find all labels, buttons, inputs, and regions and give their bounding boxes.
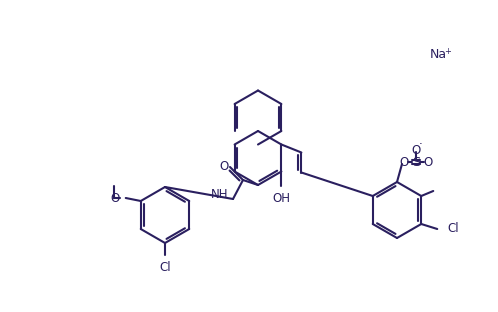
- Text: O: O: [399, 155, 409, 168]
- Text: O: O: [411, 144, 421, 157]
- Text: O: O: [111, 192, 120, 204]
- Text: Na: Na: [430, 48, 447, 61]
- Text: NH: NH: [211, 188, 228, 201]
- Text: O: O: [423, 155, 433, 168]
- Text: ·: ·: [419, 139, 423, 152]
- Text: S: S: [412, 155, 420, 168]
- Text: OH: OH: [272, 192, 290, 204]
- Text: O: O: [220, 160, 229, 173]
- Text: +: +: [444, 46, 451, 56]
- Text: Cl: Cl: [159, 261, 171, 274]
- Text: Cl: Cl: [447, 222, 459, 236]
